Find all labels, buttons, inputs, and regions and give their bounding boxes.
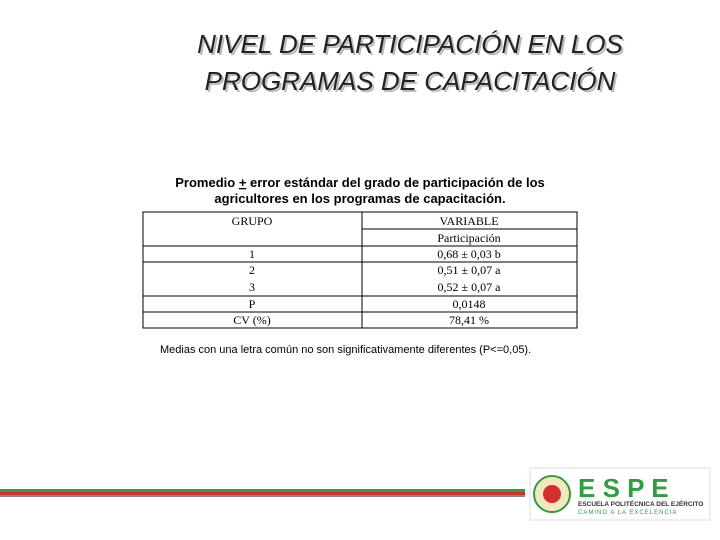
header-cell: VARIABLE <box>439 214 498 228</box>
title-shadow: NIVEL DE PARTICIPACIÓN EN LOS <box>199 31 625 61</box>
title-shadow: PROGRAMAS DE CAPACITACIÓN <box>207 68 618 98</box>
caption-part: + <box>239 175 247 190</box>
logo: E S P E ESCUELA POLITÉCNICA DEL EJÉRCITO… <box>529 467 711 521</box>
bar-gray <box>0 495 525 497</box>
title: NIVEL DE PARTICIPACIÓN EN LOS NIVEL DE P… <box>197 29 625 98</box>
table-cell: 78,41 % <box>449 313 489 327</box>
title-line: NIVEL DE PARTICIPACIÓN EN LOS <box>197 29 623 59</box>
bar-green <box>0 489 525 492</box>
table-border <box>142 211 578 329</box>
header-cell: GRUPO <box>232 214 273 228</box>
logo-name: E S P E <box>578 473 669 503</box>
footer-bars <box>0 489 525 497</box>
caption: Promedio + error estándar del grado de p… <box>175 175 545 190</box>
table: GRUPO VARIABLE Participación 1 0,68 ± 0,0… <box>142 211 578 329</box>
footnote: Medias con una letra común no son signif… <box>160 344 531 356</box>
logo-school: ESCUELA POLITÉCNICA DEL EJÉRCITO <box>578 499 703 508</box>
table-cell: 1 <box>249 247 255 261</box>
logo-motto: CAMINO A LA EXCELENCIA <box>578 510 677 516</box>
table-cell: 0,68 ± 0,03 b <box>437 247 501 261</box>
title-line: PROGRAMAS DE CAPACITACIÓN <box>205 66 616 96</box>
caption-part: error estándar del grado de participació… <box>246 175 544 190</box>
table-cell: 0,51 ± 0,07 a <box>438 263 502 277</box>
caption-part: Promedio <box>175 175 239 190</box>
header-cell: Participación <box>437 231 500 245</box>
table-cell: CV (%) <box>233 313 270 327</box>
table-cell: 0,0148 <box>453 297 486 311</box>
table-cell: 0,52 ± 0,07 a <box>438 280 502 294</box>
table-cell: 2 <box>249 263 255 277</box>
caption: agricultores en los programas de capacit… <box>214 191 505 206</box>
table-cell: P <box>249 297 256 311</box>
table-cell: 3 <box>249 280 255 294</box>
emblem-core <box>543 485 561 503</box>
bar-red <box>0 492 525 495</box>
logo-box <box>529 467 711 521</box>
